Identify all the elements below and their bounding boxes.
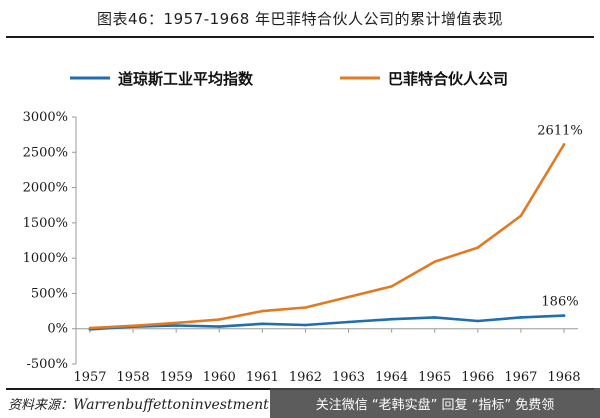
title-divider — [6, 36, 594, 38]
series-point-1 — [131, 324, 135, 328]
series-point-1 — [476, 246, 480, 249]
y-tick-label: -500% — [26, 357, 68, 372]
source-note: 资料来源：Warrenbuffettoninvestment — [8, 394, 269, 413]
y-tick-label: 1500% — [23, 216, 68, 231]
data-label-0: 2611% — [537, 123, 582, 138]
source-bar: 资料来源：Warrenbuffettoninvestment 关注微信 “老韩实… — [0, 388, 600, 418]
series-line-0 — [88, 314, 566, 331]
series-point-1 — [390, 285, 393, 288]
x-tick-label: 1960 — [203, 370, 236, 385]
x-tick-label: 1963 — [332, 370, 365, 385]
watermark-banner: 关注微信 “老韩实盘” 回复 “指标” 免费领 — [270, 388, 600, 418]
x-tick-label: 1957 — [73, 370, 106, 385]
series-point-0 — [519, 316, 523, 319]
source-value: Warrenbuffettoninvestment — [73, 397, 269, 413]
x-tick-label: 1968 — [547, 370, 580, 385]
x-tick-label: 1959 — [160, 370, 193, 385]
series-point-0 — [304, 323, 307, 327]
series-point-0 — [347, 320, 350, 324]
y-tick-label: 3000% — [23, 110, 68, 125]
series-point-0 — [433, 316, 437, 319]
series-point-0 — [174, 324, 178, 327]
y-tick-label: 500% — [31, 286, 68, 301]
title-bar: 图表46：1957-1968 年巴菲特合伙人公司的累计增值表现 — [0, 0, 600, 36]
x-tick-label: 1958 — [117, 370, 150, 385]
legend-label-0: 道琼斯工业平均指数 — [118, 70, 254, 88]
x-tick-label: 1967 — [504, 370, 537, 385]
series-point-0 — [476, 319, 480, 323]
series-point-0 — [562, 314, 566, 317]
series-point-1 — [347, 295, 350, 299]
series-point-1 — [304, 306, 307, 309]
series-point-1 — [88, 326, 92, 330]
series-point-0 — [390, 317, 393, 321]
series-point-1 — [174, 321, 178, 325]
y-tick-label: 2500% — [23, 145, 68, 160]
source-label: 资料来源： — [8, 398, 74, 413]
series-point-1 — [433, 260, 437, 263]
series-point-0 — [261, 322, 264, 326]
x-tick-label: 1966 — [461, 370, 494, 385]
series-line-1 — [88, 143, 566, 330]
y-tick-label: 0% — [47, 322, 68, 337]
series-point-1 — [261, 309, 264, 313]
legend-label-1: 巴菲特合伙人公司 — [388, 70, 508, 88]
line-chart: 道琼斯工业平均指数 巴菲特合伙人公司 -500% 0% 500% 1000% 1500% 20… — [23, 70, 583, 385]
series-point-1 — [217, 318, 221, 321]
x-tick-label: 1964 — [375, 370, 408, 385]
series-point-0 — [217, 325, 221, 328]
x-tick-label: 1962 — [289, 370, 322, 385]
data-label-1: 186% — [541, 295, 578, 310]
x-tick-label: 1965 — [418, 370, 451, 385]
y-tick-label: 1000% — [23, 251, 68, 266]
x-tick-label: 1961 — [246, 370, 279, 385]
series-point-1 — [519, 214, 523, 218]
series-point-1 — [562, 143, 566, 146]
figure-title: 图表46：1957-1968 年巴菲特合伙人公司的累计增值表现 — [96, 9, 504, 28]
y-tick-label: 2000% — [23, 181, 68, 196]
